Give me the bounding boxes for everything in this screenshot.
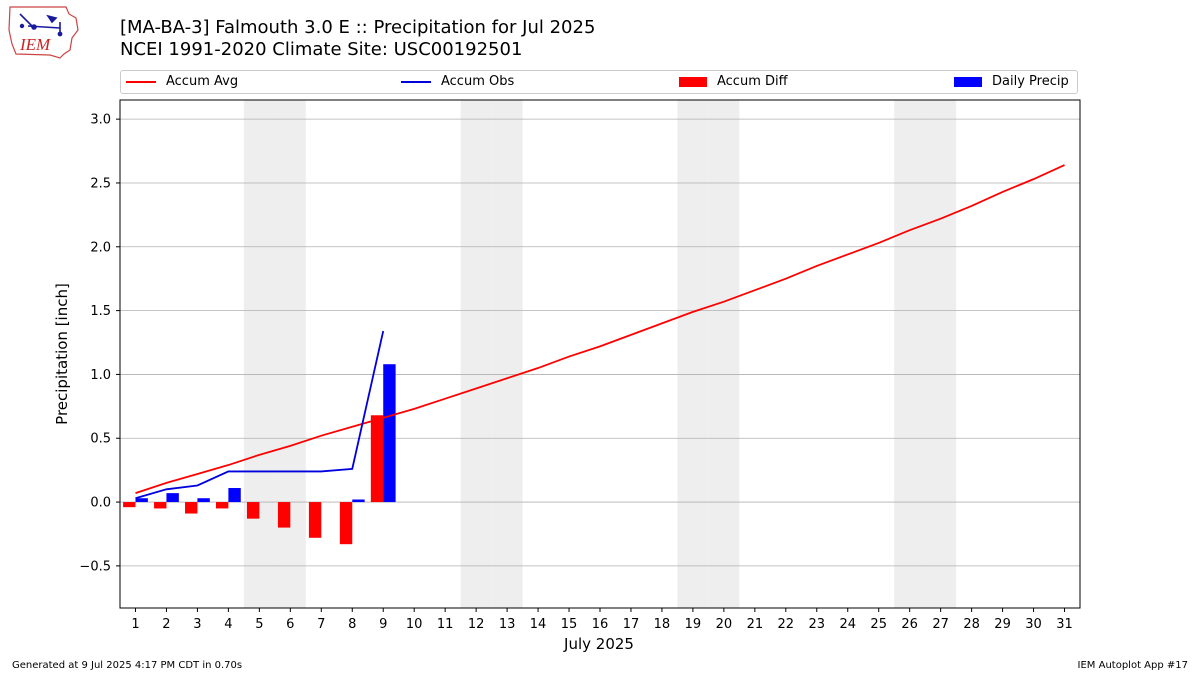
legend-label-accum-obs: Accum Obs bbox=[441, 74, 515, 89]
x-tick-label: 10 bbox=[406, 617, 423, 632]
y-tick-label: 2.5 bbox=[90, 176, 111, 191]
x-tick-label: 23 bbox=[809, 617, 826, 632]
daily-precip-bar-2 bbox=[166, 493, 179, 503]
x-tick-label: 25 bbox=[870, 617, 887, 632]
x-axis-ticks: 1 2 3 4 5 6 7 8 9 10 11 12 13 14 15 16 17 18 19 20 21 22 23 24 2… bbox=[131, 608, 1073, 632]
chart-subtitle: NCEI 1991-2020 Climate Site: USC00192501 bbox=[120, 39, 523, 60]
accum-diff-bar-5 bbox=[246, 502, 260, 519]
weekend-bands bbox=[243, 100, 957, 608]
x-tick-label: 21 bbox=[747, 617, 764, 632]
y-tick-label: 3.0 bbox=[90, 113, 111, 128]
accum-avg-line bbox=[135, 164, 1065, 494]
x-tick-label: 1 bbox=[131, 617, 139, 632]
x-tick-label: 17 bbox=[623, 617, 640, 632]
x-tick-label: 30 bbox=[1025, 617, 1042, 632]
accum-diff-bar-4 bbox=[216, 502, 229, 509]
x-tick-label: 11 bbox=[437, 617, 454, 632]
weather-station-icon bbox=[19, 13, 63, 37]
legend-label-accum-avg: Accum Avg bbox=[166, 74, 239, 89]
daily-precip-bar-9 bbox=[383, 364, 396, 503]
accum-diff-bar-3 bbox=[185, 502, 198, 514]
y-tick-label: 1.0 bbox=[90, 368, 111, 383]
x-tick-label: 13 bbox=[499, 617, 516, 632]
y-tick-label: 0.5 bbox=[90, 432, 111, 447]
x-axis-label: July 2025 bbox=[563, 635, 634, 653]
legend-swatch-daily-precip bbox=[954, 76, 982, 87]
legend-item-accum-obs: Accum Obs bbox=[401, 74, 514, 89]
bars bbox=[123, 364, 396, 545]
x-tick-label: 9 bbox=[379, 617, 387, 632]
weekend-band-13 bbox=[491, 100, 523, 608]
x-tick-label: 29 bbox=[994, 617, 1011, 632]
x-tick-label: 15 bbox=[561, 617, 578, 632]
logo-text: IEM bbox=[19, 35, 51, 54]
legend-item-accum-avg: Accum Avg bbox=[126, 74, 238, 89]
weekend-band-19 bbox=[677, 100, 709, 608]
y-tick-label: 0.0 bbox=[90, 496, 111, 511]
weekend-band-26 bbox=[894, 100, 926, 608]
accum-diff-bar-9 bbox=[370, 415, 384, 503]
lines bbox=[135, 164, 1065, 500]
x-tick-label: 24 bbox=[839, 617, 856, 632]
footer-generated: Generated at 9 Jul 2025 4:17 PM CDT in 0… bbox=[12, 660, 243, 671]
y-tick-label: 2.0 bbox=[90, 240, 111, 255]
y-axis-ticks: −0.5 0.0 0.5 1.0 1.5 2.0 2.5 3.0 bbox=[79, 113, 120, 574]
daily-precip-bar-1 bbox=[135, 498, 148, 503]
x-tick-label: 26 bbox=[901, 617, 918, 632]
x-tick-label: 5 bbox=[255, 617, 263, 632]
x-tick-label: 4 bbox=[224, 617, 232, 632]
weekend-band-20 bbox=[708, 100, 740, 608]
legend-label-daily-precip: Daily Precip bbox=[992, 74, 1069, 89]
x-tick-label: 31 bbox=[1056, 617, 1073, 632]
legend-swatch-accum-obs bbox=[401, 80, 431, 83]
weekend-band-27 bbox=[925, 100, 957, 608]
x-tick-label: 22 bbox=[778, 617, 795, 632]
x-tick-label: 28 bbox=[963, 617, 980, 632]
legend-label-accum-diff: Accum Diff bbox=[717, 74, 788, 89]
x-tick-label: 2 bbox=[162, 617, 170, 632]
daily-precip-bar-3 bbox=[197, 498, 210, 503]
accum-diff-bar-7 bbox=[308, 502, 322, 538]
x-tick-label: 14 bbox=[530, 617, 547, 632]
daily-precip-bar-4 bbox=[228, 488, 241, 503]
legend-item-daily-precip: Daily Precip bbox=[954, 74, 1069, 89]
y-tick-label: 1.5 bbox=[90, 304, 111, 319]
legend-swatch-accum-avg bbox=[126, 80, 156, 83]
x-tick-label: 7 bbox=[317, 617, 325, 632]
legend-item-accum-diff: Accum Diff bbox=[679, 74, 788, 89]
x-tick-label: 27 bbox=[932, 617, 949, 632]
x-tick-label: 19 bbox=[685, 617, 702, 632]
y-axis-label: Precipitation [inch] bbox=[53, 283, 71, 425]
iem-logo: IEM bbox=[8, 6, 79, 59]
daily-precip-bar-8 bbox=[352, 499, 365, 503]
x-tick-label: 3 bbox=[193, 617, 201, 632]
accum-diff-bar-2 bbox=[154, 502, 167, 509]
footer-app: IEM Autoplot App #17 bbox=[1077, 660, 1188, 671]
weekend-band-12 bbox=[460, 100, 492, 608]
x-tick-label: 6 bbox=[286, 617, 294, 632]
chart-title: [MA-BA-3] Falmouth 3.0 E :: Precipitatio… bbox=[120, 17, 596, 38]
accum-diff-bar-1 bbox=[123, 502, 136, 508]
chart-legend: Accum Avg Accum Obs Accum Diff Daily Pre… bbox=[120, 70, 1078, 94]
accum-diff-bar-8 bbox=[339, 502, 353, 545]
x-tick-label: 8 bbox=[348, 617, 356, 632]
x-tick-label: 12 bbox=[468, 617, 485, 632]
weekend-band-5 bbox=[243, 100, 275, 608]
legend-swatch-accum-diff bbox=[679, 76, 707, 87]
x-tick-label: 20 bbox=[716, 617, 733, 632]
weekend-band-6 bbox=[274, 100, 306, 608]
accum-obs-line bbox=[135, 330, 385, 500]
accum-diff-bar-6 bbox=[277, 502, 291, 528]
y-tick-label: −0.5 bbox=[79, 559, 111, 574]
x-tick-label: 16 bbox=[592, 617, 609, 632]
x-tick-label: 18 bbox=[654, 617, 671, 632]
